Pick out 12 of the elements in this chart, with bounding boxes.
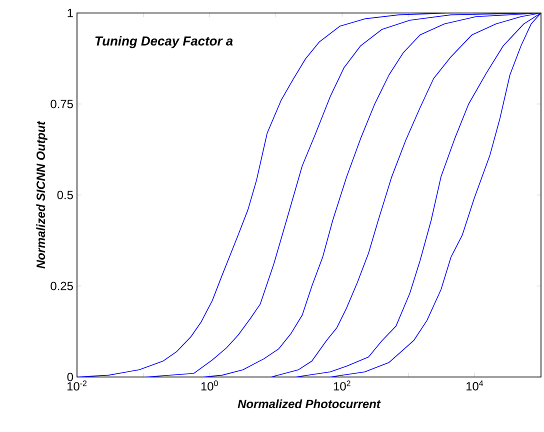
annotation: Tuning Decay Factor a — [95, 36, 233, 48]
y-axis-title: Normalized SICNN Output — [36, 120, 48, 269]
x-tick-label: 10$^{4}$ — [466, 380, 484, 390]
y-tick-label: 0.5 — [57, 190, 73, 200]
x-tick-label: 10$^{2}$ — [334, 380, 350, 391]
x-axis-title: Normalized Photocurrent — [238, 399, 381, 408]
x-tick-label: 10$^{-2}$ — [67, 380, 87, 391]
y-tick-label: 1 — [68, 8, 73, 18]
x-tick-label: 10$^{0}$ — [201, 380, 218, 391]
y-tick-label: 0 — [67, 372, 74, 382]
y-tick-label: 0.25 — [50, 282, 73, 290]
y-tick-label: 0.75 — [50, 100, 73, 108]
